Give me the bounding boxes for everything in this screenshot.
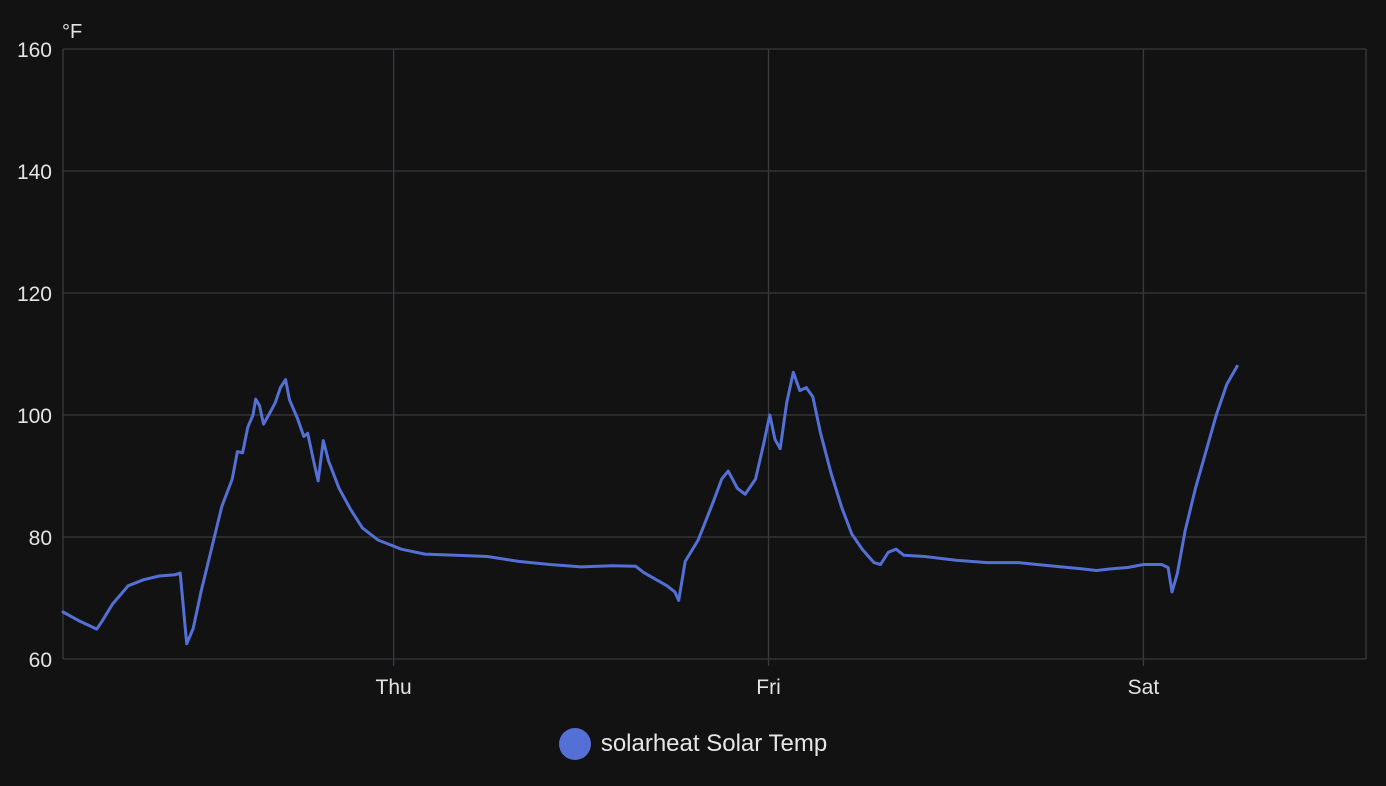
x-axis: Thu Fri Sat <box>376 659 1160 699</box>
chart-grid <box>62 48 1367 660</box>
legend-series-marker[interactable] <box>558 728 591 760</box>
legend-series-label[interactable]: solarheat Solar Temp <box>600 730 828 757</box>
x-tick-label-fri: Fri <box>756 676 781 699</box>
y-tick-label-140: 140 <box>17 161 52 184</box>
x-tick-label-thu: Thu <box>376 676 412 699</box>
y-tick-label-120: 120 <box>17 283 52 306</box>
x-tick-label-sat: Sat <box>1128 676 1160 699</box>
y-tick-label-100: 100 <box>17 405 52 428</box>
y-axis: 60 80 100 120 140 160 <box>17 39 52 672</box>
y-tick-label-80: 80 <box>29 527 52 550</box>
y-tick-label-160: 160 <box>17 39 52 62</box>
series-layer <box>61 364 1239 646</box>
y-tick-label-60: 60 <box>29 649 52 672</box>
y-axis-unit-label: °F <box>62 21 82 43</box>
series-line-solar-temp[interactable] <box>61 364 1239 646</box>
legend[interactable]: solarheat Solar Temp <box>0 728 1386 760</box>
